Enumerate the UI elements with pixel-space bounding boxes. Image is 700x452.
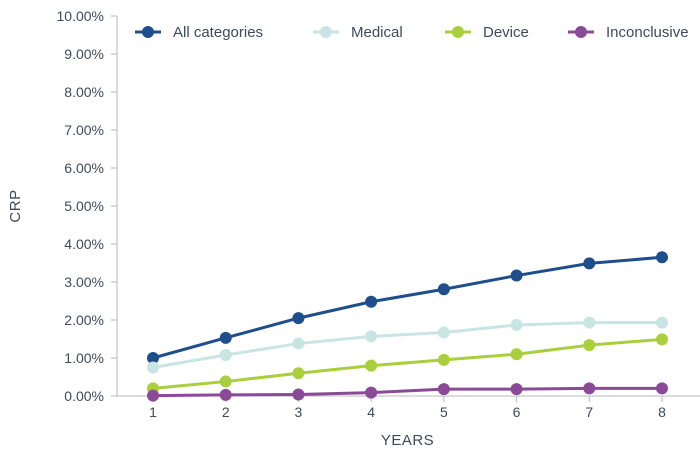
data-point — [220, 349, 232, 361]
data-point — [292, 388, 304, 400]
y-tick-label: 1.00% — [64, 350, 104, 366]
legend-item: All categories — [135, 24, 263, 41]
legend-item: Medical — [313, 24, 403, 41]
data-point — [147, 362, 159, 374]
data-point — [656, 333, 668, 345]
legend-item: Inconclusive — [568, 24, 689, 41]
y-tick-label: 8.00% — [64, 84, 104, 100]
y-axis-ticks: 0.00% 1.00% 2.00% 3.00% 4.00% 5.00% 6.00% 7.00%… — [57, 8, 117, 404]
legend-swatch-marker — [320, 26, 332, 38]
data-point — [583, 339, 595, 351]
data-point — [656, 382, 668, 394]
x-tick-label: 4 — [367, 404, 375, 420]
y-axis-title: CRP — [7, 189, 24, 222]
data-point — [511, 383, 523, 395]
legend-label: Medical — [351, 24, 403, 41]
data-point — [511, 348, 523, 360]
data-point — [365, 387, 377, 399]
x-tick-label: 2 — [222, 404, 230, 420]
data-point — [292, 367, 304, 379]
legend-label: Inconclusive — [606, 24, 689, 41]
x-tick-label: 1 — [149, 404, 157, 420]
legend-swatch-marker — [452, 26, 464, 38]
data-point — [220, 332, 232, 344]
data-point — [656, 251, 668, 263]
x-tick-label: 7 — [585, 404, 593, 420]
y-tick-label: 7.00% — [64, 122, 104, 138]
y-tick-label: 0.00% — [64, 388, 104, 404]
y-tick-label: 9.00% — [64, 46, 104, 62]
data-point — [438, 327, 450, 339]
legend-label: Device — [483, 24, 529, 41]
data-point — [220, 389, 232, 401]
legend-item: Device — [445, 24, 529, 41]
legend: All categories Medical Device Inconclusive — [135, 24, 689, 41]
legend-swatch-marker — [142, 26, 154, 38]
data-point — [365, 360, 377, 372]
y-tick-label: 6.00% — [64, 160, 104, 176]
x-axis-title: YEARS — [381, 432, 434, 449]
y-tick-label: 4.00% — [64, 236, 104, 252]
legend-swatch-marker — [575, 26, 587, 38]
x-tick-label: 8 — [658, 404, 666, 420]
data-point — [365, 330, 377, 342]
data-point — [365, 296, 377, 308]
x-tick-label: 3 — [295, 404, 303, 420]
data-point — [438, 383, 450, 395]
y-tick-label: 2.00% — [64, 312, 104, 328]
y-tick-label: 3.00% — [64, 274, 104, 290]
data-point — [147, 390, 159, 402]
data-point — [511, 319, 523, 331]
data-point — [438, 283, 450, 295]
data-point — [220, 376, 232, 388]
legend-label: All categories — [173, 24, 263, 41]
data-point — [583, 317, 595, 329]
data-point — [438, 354, 450, 366]
data-point — [583, 382, 595, 394]
data-point — [292, 312, 304, 324]
y-tick-label: 5.00% — [64, 198, 104, 214]
data-point — [583, 257, 595, 269]
x-tick-label: 5 — [440, 404, 448, 420]
data-point — [511, 270, 523, 282]
data-point — [292, 338, 304, 350]
axes — [117, 16, 700, 396]
y-tick-label: 10.00% — [57, 8, 104, 24]
series-layer — [147, 251, 668, 401]
data-point — [656, 317, 668, 329]
x-tick-label: 6 — [513, 404, 521, 420]
